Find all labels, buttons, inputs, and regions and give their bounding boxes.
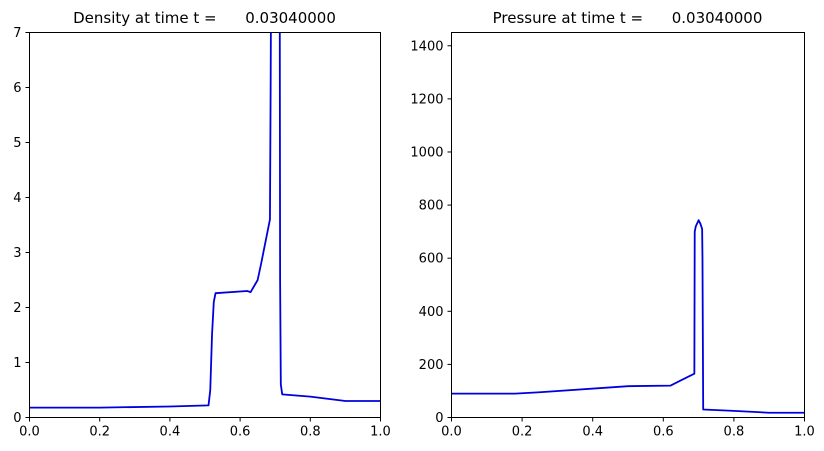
- density-y-tick-label: 7: [13, 26, 21, 41]
- density-x-tick-label: 0.2: [89, 425, 110, 440]
- pressure-y-tick-label: 600: [419, 252, 444, 267]
- density-series-layer: [29, 32, 381, 409]
- pressure-y-tick-label: 1400: [410, 39, 443, 54]
- density-plot: Density at time t = 0.03040000 0.0 0.2 0.4…: [13, 9, 391, 440]
- pressure-x-tick-label: 0.6: [653, 425, 674, 440]
- pressure-y-tick-label: 1200: [410, 92, 443, 107]
- density-x-tick-label: 1.0: [370, 425, 391, 440]
- pressure-plot: Pressure at time t = 0.03040000 0.0 0.2 0.…: [410, 9, 814, 440]
- pressure-y-tick-label: 0: [435, 411, 443, 426]
- density-x-tick-label: 0.0: [19, 425, 40, 440]
- density-axes-frame: [29, 32, 381, 418]
- density-y-tick-label: 0: [13, 411, 21, 426]
- density-y-tick-label: 1: [13, 356, 21, 371]
- pressure-x-tick-label: 1.0: [794, 425, 815, 440]
- density-ticks-layer: 0.0 0.2 0.4 0.6 0.8 1.0 0 1 2 3 4 5 6 7: [13, 26, 391, 440]
- pressure-ticks-layer: 0.0 0.2 0.4 0.6 0.8 1.0 0 200 400 600 800 1000 1200 1…: [410, 39, 814, 439]
- density-y-tick-label: 6: [13, 81, 21, 96]
- pressure-x-tick-label: 0.0: [441, 425, 462, 440]
- pressure-axes-frame: [451, 32, 805, 418]
- density-plot-title: Density at time t = 0.03040000: [73, 9, 336, 27]
- density-y-tick-label: 5: [13, 136, 21, 151]
- pressure-y-tick-label: 1000: [410, 145, 443, 160]
- density-x-tick-label: 0.8: [300, 425, 321, 440]
- density-y-tick-label: 2: [13, 301, 21, 316]
- pressure-plot-title: Pressure at time t = 0.03040000: [493, 9, 763, 27]
- pressure-series-layer: [451, 219, 805, 414]
- density-x-tick-label: 0.6: [230, 425, 251, 440]
- pressure-series-line-0: [451, 219, 805, 414]
- density-y-tick-label: 3: [13, 246, 21, 261]
- pressure-y-tick-label: 800: [419, 199, 444, 214]
- density-series-line-0: [29, 32, 381, 409]
- pressure-x-tick-label: 0.4: [582, 425, 603, 440]
- pressure-y-tick-label: 200: [419, 358, 444, 373]
- pressure-x-tick-label: 0.8: [724, 425, 745, 440]
- density-y-tick-label: 4: [13, 191, 21, 206]
- density-x-tick-label: 0.4: [160, 425, 181, 440]
- pressure-y-tick-label: 400: [419, 305, 444, 320]
- pressure-x-tick-label: 0.2: [512, 425, 533, 440]
